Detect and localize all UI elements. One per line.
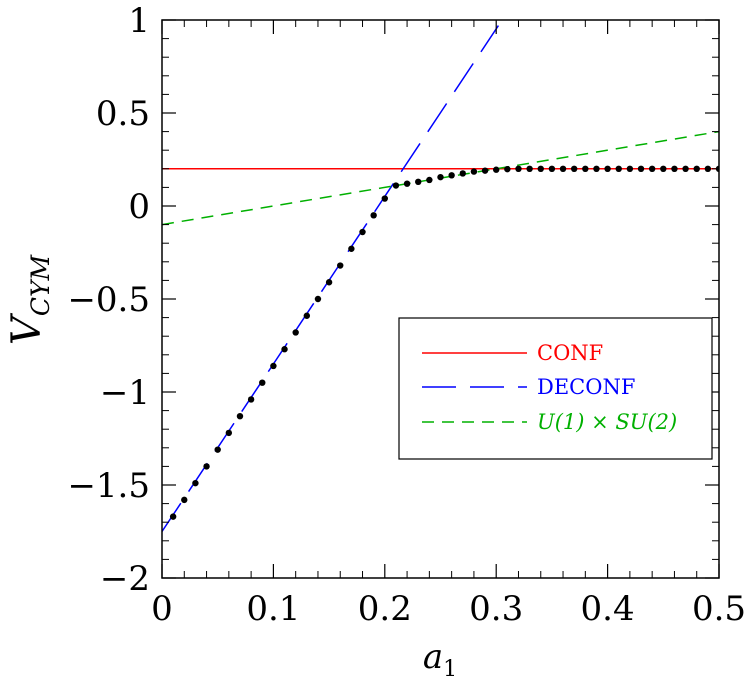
- data-point: [704, 165, 712, 172]
- legend-box: [398, 317, 713, 460]
- y-tick-label: −1: [100, 373, 150, 413]
- data-point: [359, 228, 366, 236]
- data-point: [337, 262, 344, 269]
- y-tick-label: −1.5: [67, 466, 150, 506]
- data-point: [526, 165, 533, 172]
- data-point: [481, 167, 489, 174]
- x-axis-label: a1: [423, 637, 457, 677]
- data-point: [292, 329, 299, 336]
- data-point: [515, 165, 522, 172]
- data-point: [604, 165, 611, 172]
- data-point: [559, 165, 567, 172]
- data-point: [203, 463, 210, 470]
- data-point: [470, 168, 478, 175]
- data-point: [682, 165, 689, 172]
- data-point: [314, 295, 322, 303]
- data-point: [626, 165, 634, 172]
- y-tick-label: 0: [128, 187, 150, 227]
- legend: CONF DECONF U(1) × SU(2): [398, 317, 713, 460]
- data-point: [693, 165, 700, 172]
- plot-frame: [161, 19, 720, 579]
- data-point: [660, 165, 667, 172]
- data-point: [448, 172, 455, 179]
- data-point: [370, 212, 377, 219]
- y-tick-label: −2: [100, 559, 150, 599]
- data-point: [403, 180, 411, 187]
- data-point: [348, 245, 355, 252]
- x-tick-label: 0.3: [469, 589, 523, 629]
- data-point: [671, 165, 678, 172]
- data-point: [270, 362, 277, 370]
- x-tick-label: 0: [151, 589, 173, 629]
- data-point: [459, 170, 466, 177]
- y-tick-label: 0.5: [96, 94, 150, 134]
- y-tick-label: −0.5: [67, 280, 150, 320]
- data-point: [648, 165, 656, 172]
- data-point: [593, 165, 600, 172]
- data-point: [415, 178, 422, 186]
- data-point: [582, 165, 589, 172]
- y-tick-label: 1: [128, 1, 150, 41]
- data-point: [637, 165, 645, 172]
- data-point: [225, 429, 233, 437]
- data-point: [214, 446, 221, 453]
- data-point: [381, 195, 388, 202]
- x-tick-label: 0.4: [581, 589, 635, 629]
- data-point: [259, 379, 266, 386]
- x-tick-label: 0.2: [358, 589, 412, 629]
- data-point: [548, 165, 556, 172]
- data-point: [493, 166, 500, 173]
- data-point: [615, 165, 622, 172]
- data-point: [426, 176, 433, 184]
- data-point: [281, 346, 288, 353]
- data-point: [181, 496, 188, 504]
- data-point: [236, 412, 244, 420]
- data-point: [537, 165, 544, 172]
- ticks-layer: 0 0.1 0.2 0.3 0.4 0.5 −2 −1.5 −1 −0.5 0 0.5 1: [67, 1, 746, 629]
- data-point: [247, 396, 255, 403]
- data-point: [303, 312, 311, 319]
- data-point: [570, 165, 578, 172]
- data-point: [437, 173, 444, 181]
- data-point: [192, 479, 199, 487]
- legend-label-deconf: DECONF: [537, 375, 635, 399]
- data-point: [169, 513, 177, 520]
- data-point: [504, 165, 511, 173]
- x-tick-label: 0.5: [692, 589, 746, 629]
- data-point: [392, 182, 400, 189]
- y-axis-label: VCYM: [4, 254, 55, 346]
- series-layer: [162, 25, 719, 532]
- x-tick-label: 0.1: [246, 589, 300, 629]
- legend-label-conf: CONF: [537, 341, 603, 365]
- data-point: [325, 279, 333, 286]
- legend-label-u1-su2: U(1) × SU(2): [537, 410, 677, 434]
